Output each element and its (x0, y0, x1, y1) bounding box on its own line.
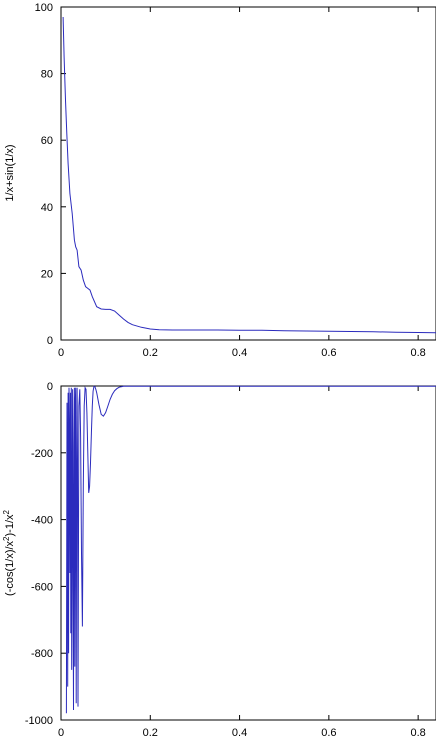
top-y-tick-label: 40 (41, 202, 53, 214)
bottom-x-tick-label: 0.8 (410, 727, 425, 739)
top-x-tick-label: 0.2 (143, 347, 158, 359)
top-x-tick-label: 0.6 (321, 347, 336, 359)
bottom-y-tick-label: -1000 (25, 715, 53, 727)
top-y-tick-label: 60 (41, 135, 53, 147)
top-x-tick-label: 0 (58, 347, 64, 359)
top-y-tick-label: 0 (47, 335, 53, 347)
bottom-x-tick-label: 0 (58, 727, 64, 739)
top-y-tick-label: 20 (41, 268, 53, 280)
top-x-tick-label: 0.8 (410, 347, 425, 359)
top-panel: 1/x+sin(1/x) 0 0.2 0.4 0.6 0.8 0 20 40 60 80 100 (4, 2, 436, 359)
top-y-tick-label: 80 (41, 69, 53, 81)
bottom-y-tick-label: -600 (31, 581, 53, 593)
bottom-y-tick-label: -400 (31, 515, 53, 527)
bottom-y-tick-label: -200 (31, 448, 53, 460)
bottom-y-axis-label: (-cos(1/x)/x2)-1/x2 (2, 510, 16, 596)
top-tick-layer: 0 0.2 0.4 0.6 0.8 0 20 40 60 80 100 (35, 2, 426, 359)
bottom-x-tick-label: 0.4 (232, 727, 247, 739)
top-y-axis-label: 1/x+sin(1/x) (4, 144, 16, 201)
top-x-tick-label: 0.4 (232, 347, 247, 359)
top-series-line (62, 16, 436, 334)
bottom-y-tick-label: 0 (47, 381, 53, 393)
bottom-x-tick-label: 0.2 (143, 727, 158, 739)
bottom-plot-frame (60, 385, 436, 721)
bottom-y-tick-label: -800 (31, 648, 53, 660)
bottom-tick-layer: 0 0.2 0.4 0.6 0.8 -1000 -800 -600 -400 -200 0 (25, 381, 426, 739)
bottom-panel: (-cos(1/x)/x2)-1/x2 0 0.2 0.4 0.6 0.8 -1000 -8… (2, 381, 436, 739)
top-plot-frame (60, 6, 436, 341)
bottom-series-line (65, 385, 436, 714)
bottom-x-tick-label: 0.6 (321, 727, 336, 739)
top-y-tick-label: 100 (35, 2, 53, 14)
